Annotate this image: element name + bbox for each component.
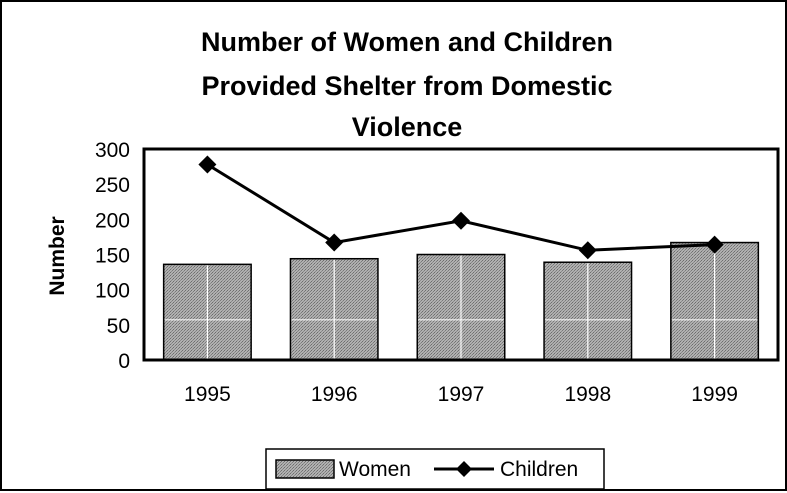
chart-title-line-3: Violence	[352, 112, 463, 142]
plot-area-border	[142, 147, 780, 362]
line-series-children	[198, 155, 724, 260]
legend-swatch-women	[275, 459, 335, 479]
y-tick-label-5: 250	[95, 174, 130, 197]
legend-label-children: Children	[500, 458, 578, 481]
y-tick-label-2: 100	[95, 280, 130, 303]
y-tick-label-3: 150	[95, 245, 130, 268]
legend-marker-children	[456, 461, 472, 477]
marker-children-1998	[578, 241, 597, 260]
legend-label-women: Women	[339, 458, 411, 481]
legend: Women Children	[265, 448, 605, 490]
y-tick-labels: 0 50 100 150 200 250 300	[95, 139, 130, 373]
chart-title-line-2: Provided Shelter from Domestic	[201, 71, 612, 101]
bar-series-women	[162, 241, 760, 361]
x-tick-labels: 1995 1996 1997 1998 1999	[184, 383, 738, 406]
marker-children-1996	[325, 233, 344, 252]
chart-title: Number of Women and Children Provided Sh…	[201, 27, 613, 142]
y-tick-label-0: 0	[118, 350, 130, 373]
y-tick-label-6: 300	[95, 139, 130, 162]
x-tick-label-1998: 1998	[564, 383, 611, 406]
y-axis-label: Number	[46, 216, 69, 295]
x-tick-label-1997: 1997	[438, 383, 485, 406]
chart-title-line-1: Number of Women and Children	[201, 27, 613, 57]
y-tick-label-4: 200	[95, 209, 130, 232]
marker-children-1997	[452, 211, 470, 230]
marker-children-1995	[198, 155, 217, 174]
x-tick-label-1999: 1999	[691, 383, 738, 406]
x-tick-label-1996: 1996	[311, 383, 358, 406]
marker-children-1999	[705, 235, 724, 254]
y-tick-label-1: 50	[107, 315, 130, 338]
line-children	[206, 163, 715, 252]
x-tick-label-1995: 1995	[184, 383, 231, 406]
